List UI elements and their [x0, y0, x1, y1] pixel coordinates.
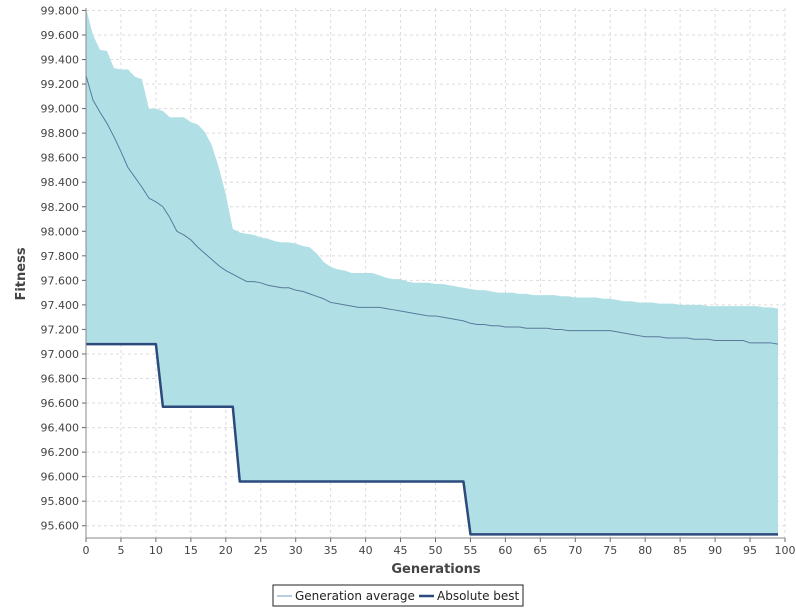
- generation-average-line: [85, 75, 779, 345]
- y-tick-label: 97.400: [41, 299, 80, 312]
- x-tick-label: 45: [394, 544, 408, 557]
- x-tick-label: 80: [638, 544, 652, 557]
- x-tick-label: 15: [184, 544, 198, 557]
- y-tick-label: 97.800: [41, 250, 80, 263]
- y-axis-title: Fitness: [14, 247, 29, 300]
- y-tick-label: 97.200: [41, 323, 80, 336]
- y-tick-label: 97.000: [41, 348, 80, 361]
- x-tick-label: 55: [463, 544, 477, 557]
- y-tick-label: 95.800: [41, 495, 80, 508]
- y-tick-label: 98.600: [41, 152, 80, 165]
- fitness-range-area: [86, 8, 779, 535]
- y-tick-label: 99.800: [41, 4, 80, 17]
- y-tick-label: 98.400: [41, 176, 80, 189]
- x-tick-label: 50: [429, 544, 443, 557]
- x-tick-label: 10: [149, 544, 163, 557]
- y-tick-label: 98.800: [41, 127, 80, 140]
- x-tick-label: 25: [254, 544, 268, 557]
- legend: Generation average Absolute best: [272, 584, 524, 607]
- y-tick-label: 96.400: [41, 422, 80, 435]
- y-tick-label: 95.600: [41, 520, 80, 533]
- x-tick-label: 0: [83, 544, 90, 557]
- x-tick-label: 40: [359, 544, 373, 557]
- legend-label-generation-average: Generation average: [295, 589, 415, 603]
- x-tick-label: 85: [673, 544, 687, 557]
- axes: 95.600 95.800 96.000 96.200 96.400 96.600 96.8…: [41, 4, 796, 557]
- x-axis-title: Generations: [391, 562, 481, 577]
- x-tick-label: 30: [289, 544, 303, 557]
- x-tick-label: 65: [533, 544, 547, 557]
- x-tick-label: 95: [743, 544, 757, 557]
- y-tick-label: 98.000: [41, 225, 80, 238]
- x-tick-label: 35: [324, 544, 338, 557]
- range-band: [86, 8, 779, 535]
- x-tick-label: 5: [117, 544, 124, 557]
- y-tick-label: 99.200: [41, 78, 80, 91]
- y-tick-label: 99.000: [41, 103, 80, 116]
- legend-label-absolute-best: Absolute best: [437, 589, 520, 603]
- x-tick-label: 90: [708, 544, 722, 557]
- x-tick-label: 100: [775, 544, 796, 557]
- y-tick-label: 99.600: [41, 29, 80, 42]
- y-tick-label: 96.600: [41, 397, 80, 410]
- y-tick-label: 96.000: [41, 471, 80, 484]
- x-tick-label: 60: [498, 544, 512, 557]
- x-tick-label: 70: [568, 544, 582, 557]
- y-tick-label: 98.200: [41, 201, 80, 214]
- x-tick-label: 75: [603, 544, 617, 557]
- series-layer: [85, 75, 779, 536]
- x-tick-label: 20: [219, 544, 233, 557]
- y-tick-label: 96.200: [41, 446, 80, 459]
- y-tick-label: 96.800: [41, 373, 80, 386]
- legend-box: [272, 584, 524, 607]
- y-tick-label: 97.600: [41, 274, 80, 287]
- y-tick-label: 99.400: [41, 54, 80, 67]
- absolute-best-line: [86, 342, 779, 536]
